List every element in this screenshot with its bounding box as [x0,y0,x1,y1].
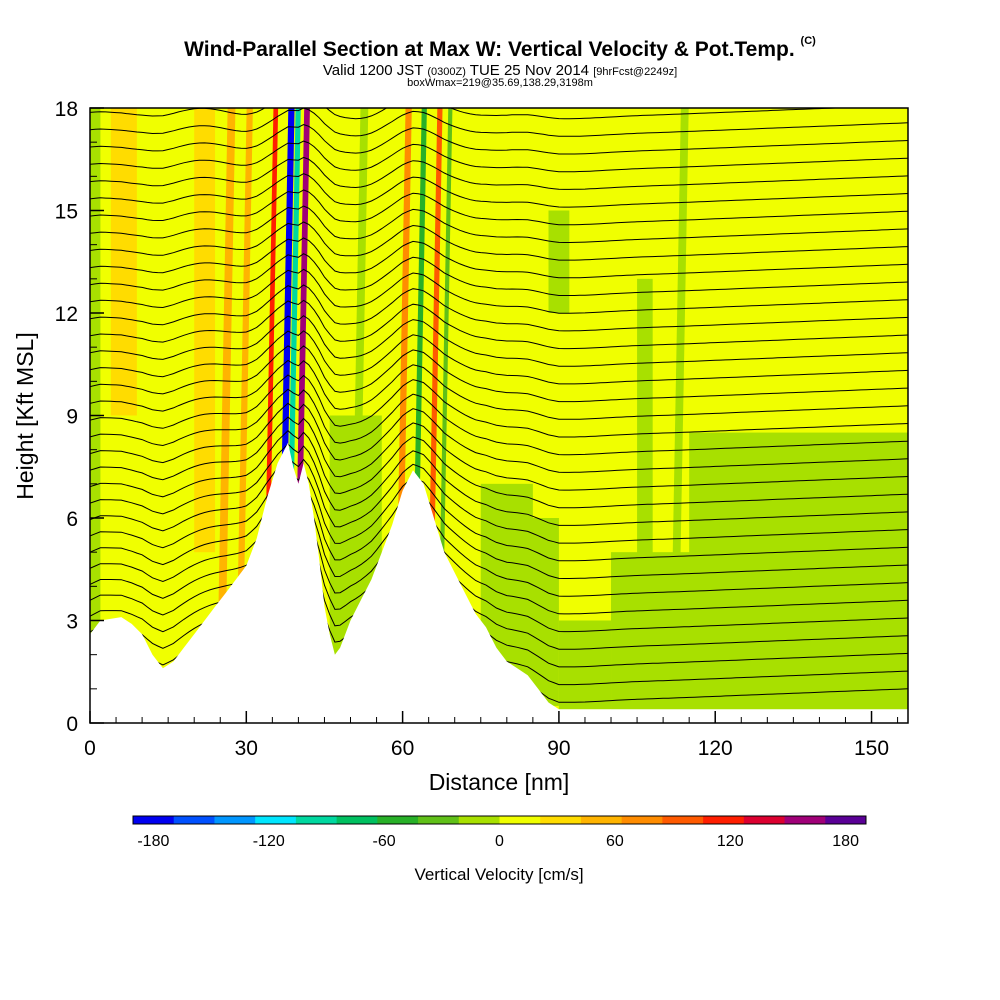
theta-contour [90,443,908,526]
theta-contour [90,268,908,314]
theta-contour [90,481,908,579]
theta-contour [90,253,908,296]
terrain-mask [90,442,908,723]
x-tick-label: 120 [698,737,733,760]
velocity-band [349,108,369,723]
x-tick-label: 60 [391,737,414,760]
colorbar-swatch [499,816,541,824]
theta-contour [90,388,908,456]
velocity-band [216,108,236,723]
colorbar-swatch [336,816,378,824]
colorbar-swatch [133,816,175,824]
subtitle-date: TUE 25 Nov 2014 [469,62,590,79]
theta-contour [90,173,908,208]
subtitle-fcst: [9hrFcst@2249z] [593,66,678,78]
theta-contour [90,124,908,155]
copyright-mark: (C) [800,35,816,47]
x-axis: 0 30 60 90 120 150 [84,711,899,760]
colorbar-swatch [418,816,460,824]
theta-contour [90,359,908,420]
colorbar: -180 -120 -60 0 60 120 180 [132,815,867,850]
subtitle-zone: (0300Z) [427,66,466,78]
x-axis-title: Distance [nm] [429,769,570,795]
colorbar-frame [132,815,867,825]
subtitle-main: Valid 1200 JST [322,62,424,79]
y-tick-label: 15 [55,201,78,224]
colorbar-swatch [295,816,338,824]
theta-contour [90,416,908,491]
velocity-patch [110,108,137,416]
theta-contour [90,221,908,261]
theta-contour [90,456,908,544]
x-tick-label: 150 [854,737,889,760]
colorbar-swatch [540,816,582,824]
colorbar-swatch [743,816,786,824]
colorbar-swatch [703,816,745,824]
theta-contour [90,494,908,597]
y-tick-label: 0 [66,713,78,736]
velocity-band [669,108,689,723]
chart-title-text: Wind-Parallel Section at Max W: Vertical… [184,38,795,61]
theta-contour [90,205,908,243]
theta-contour [90,299,908,350]
colorbar-swatch [377,816,419,824]
velocity-patch [689,432,908,587]
theta-contour [90,108,908,137]
colorbar-tick-label: -120 [253,833,285,850]
x-tick-label: 90 [547,737,570,760]
theta-contour [90,330,908,385]
chart-subtitle: Valid 1200 JST (0300Z) TUE 25 Nov 2014 [… [0,62,1000,79]
velocity-band [235,108,253,723]
y-tick-label: 6 [66,508,78,531]
velocity-patch [637,278,653,621]
y-axis: 0 3 6 9 12 15 18 [55,98,104,736]
theta-contour [90,345,908,403]
y-tick-label: 3 [66,611,78,634]
theta-contour [90,140,908,173]
theta-contour [90,505,908,615]
colorbar-swatch [214,816,256,824]
theta-contour [90,402,908,473]
velocity-patch [558,620,612,710]
theta-contour [90,315,908,367]
colorbar-tick-label: 180 [832,833,859,850]
theta-contour [90,156,908,190]
theta-contour [90,108,849,120]
theta-contour [90,237,908,279]
plot-area [90,108,908,723]
colorbar-swatch [580,816,623,824]
colorbar-title: Vertical Velocity [cm/s] [414,865,583,884]
theta-contour [90,374,908,438]
colorbar-tick-label: -60 [373,833,396,850]
colorbar-swatch [825,816,867,824]
velocity-patch [194,108,216,553]
theta-contour [90,469,908,562]
y-tick-label: 12 [55,303,78,326]
colorbar-swatch [458,816,500,824]
y-tick-label: 18 [55,98,78,121]
theta-contour [90,430,908,509]
y-tick-label: 9 [66,406,78,429]
theta-contour [90,284,908,332]
theta-contour [90,517,908,633]
colorbar-swatch [173,816,215,824]
colorbar-tick-label: -180 [137,833,169,850]
chart-subtitle-2: boxWmax=219@35.69,138.29,3198m [407,77,593,89]
colorbar-swatch [621,816,663,824]
y-axis-title: Height [Kft MSL] [12,332,38,499]
chart-title: Wind-Parallel Section at Max W: Vertical… [0,35,1000,62]
colorbar-tick-label: 60 [606,833,624,850]
colorbar-swatch [662,816,704,824]
colorbar-swatch [784,816,826,824]
x-tick-label: 30 [235,737,258,760]
colorbar-tick-label: 120 [717,833,744,850]
x-tick-label: 0 [84,737,96,760]
colorbar-swatch [255,816,297,824]
colorbar-tick-label: 0 [495,833,504,850]
velocity-patch [548,210,570,313]
theta-contour [90,189,908,226]
